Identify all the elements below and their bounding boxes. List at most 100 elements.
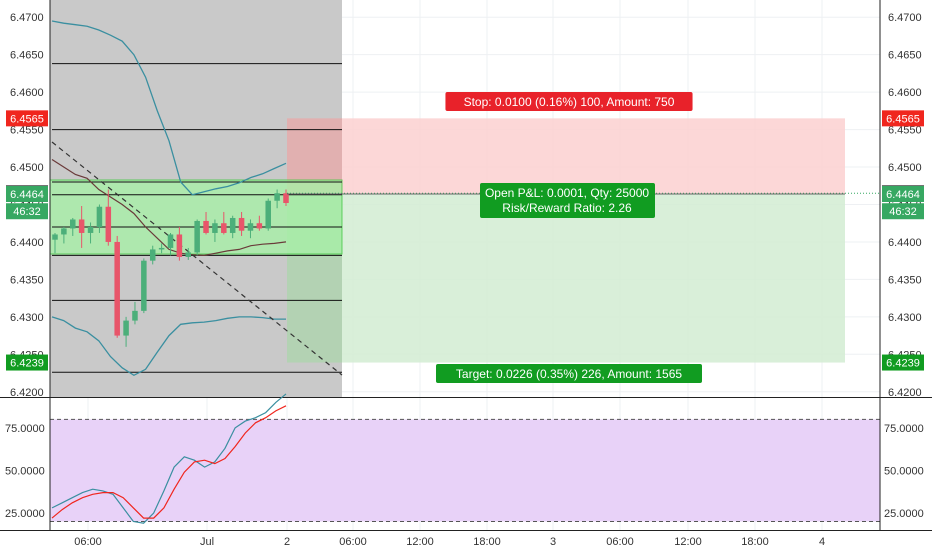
price-tick-left: 6.4700 — [10, 12, 44, 24]
trendline — [51, 141, 343, 376]
price-badge-bg — [6, 354, 48, 371]
price-tick-right: 6.4550 — [888, 125, 922, 137]
candle-body — [274, 193, 280, 201]
price-tick-right: 6.4350 — [888, 274, 922, 286]
candle-body — [212, 223, 218, 233]
price-badge-text: 6.4464 — [10, 189, 44, 201]
time-label: 12:00 — [674, 536, 702, 548]
price-badge-countdown-left: 46:32 — [6, 203, 48, 220]
candle-body — [229, 217, 236, 233]
price-badge-bg — [882, 354, 924, 371]
candle-body — [283, 193, 289, 203]
bollinger-upper — [51, 20, 287, 196]
price-tick-left: 6.4350 — [10, 274, 44, 286]
candle-body — [256, 223, 263, 229]
target-label-text: Target: 0.0226 (0.35%) 226, Amount: 1565 — [456, 367, 682, 381]
candle-body — [105, 206, 112, 242]
time-label: Jul — [200, 536, 214, 548]
stop-label-bg — [445, 92, 693, 111]
price-badge-text: 6.4239 — [10, 358, 44, 370]
price-tick-left: 6.4400 — [10, 237, 44, 249]
stop-zone — [287, 118, 845, 195]
price-tick-right: 6.4400 — [888, 237, 922, 249]
time-label: 06:00 — [74, 536, 102, 548]
price-badge-text: 6.4565 — [10, 113, 44, 125]
target-label-bg — [436, 364, 702, 383]
oscillator-band-fill — [50, 419, 880, 522]
time-label: 3 — [550, 536, 556, 548]
price-tick-right: 6.4300 — [888, 312, 922, 324]
price-tick-left: 6.4550 — [10, 125, 44, 137]
price-tick-left: 6.4600 — [10, 87, 44, 99]
price-tick-left: 6.4650 — [10, 50, 44, 62]
stop-label-text: Stop: 0.0100 (0.16%) 100, Amount: 750 — [464, 95, 675, 109]
candle-body — [158, 247, 165, 250]
price-badge-target-left: 6.4239 — [6, 354, 48, 371]
price-badge-countdown-right: 46:32 — [882, 203, 924, 220]
target-zone — [287, 194, 845, 363]
price-tick-right: 6.4700 — [888, 12, 922, 24]
price-badge-bg — [6, 186, 48, 203]
candle-body — [87, 226, 94, 233]
price-badge-stop-left: 6.4565 — [6, 110, 48, 127]
candle-body — [149, 249, 156, 261]
candle-body — [141, 260, 147, 311]
time-label: 2 — [284, 536, 290, 548]
candle-body — [132, 310, 138, 321]
rr-label-text: Risk/Reward Ratio: 2.26 — [502, 201, 632, 215]
bollinger-basis — [51, 158, 287, 257]
time-labels: 06:00 Jul 2 06:00 12:00 18:00 3 06:00 12:00 18:00… — [74, 536, 825, 548]
price-tick-right: 6.4650 — [888, 50, 922, 62]
price-badge-bg — [882, 186, 924, 203]
osc-tick-right: 75.0000 — [884, 423, 924, 435]
stop-label: Stop: 0.0100 (0.16%) 100, Amount: 750 — [445, 92, 693, 111]
candle-body — [52, 234, 58, 240]
price-badge-bg — [6, 110, 48, 127]
candles — [52, 189, 289, 347]
price-tick-left: 6.4500 — [10, 162, 44, 174]
position-tool — [287, 118, 845, 363]
candle-body — [185, 252, 192, 257]
pnl-label: Open P&L: 0.0001, Qty: 25000Risk/Reward … — [480, 183, 655, 218]
time-label: 18:00 — [473, 536, 501, 548]
candle-body — [70, 219, 76, 229]
time-label: 12:00 — [406, 536, 434, 548]
price-tick-right: 6.4500 — [888, 162, 922, 174]
candle-body — [265, 200, 271, 229]
price-tick-left: 6.4300 — [10, 312, 44, 324]
pnl-label-text: Open P&L: 0.0001, Qty: 25000 — [485, 186, 649, 200]
bollinger-lower — [51, 316, 286, 377]
candle-body — [203, 220, 209, 233]
time-label: 4 — [819, 536, 825, 548]
osc-tick-right: 50.0000 — [884, 465, 924, 477]
price-badge-text: 6.4565 — [886, 113, 920, 125]
price-badge-stop-right: 6.4565 — [882, 110, 924, 127]
price-badge-text: 6.4239 — [886, 358, 920, 370]
price-tick-left: 6.4200 — [10, 387, 44, 399]
osc-tick-left: 75.0000 — [5, 423, 45, 435]
oscillator-k-line — [51, 393, 287, 524]
candle-body — [78, 219, 85, 233]
candle-body — [61, 228, 67, 235]
price-badge-bg — [882, 110, 924, 127]
osc-tick-right: 25.0000 — [884, 508, 924, 520]
target-label: Target: 0.0226 (0.35%) 226, Amount: 1565 — [436, 364, 702, 383]
price-badge-text: 46:32 — [889, 206, 917, 218]
price-badge-entry-right: 6.4464 — [882, 186, 924, 203]
candle-body — [123, 320, 129, 336]
price-ticks: 6.4700 6.4700 6.4650 6.4650 6.4600 6.4600 6.45… — [10, 12, 922, 399]
candle-body — [238, 217, 245, 231]
osc-tick-left: 50.0000 — [5, 465, 45, 477]
price-badge-target-right: 6.4239 — [882, 354, 924, 371]
candle-body — [247, 223, 254, 231]
candle-body — [221, 223, 227, 233]
time-label: 06:00 — [339, 536, 367, 548]
oscillator-ticks: 75.0000 75.0000 50.0000 50.0000 25.0000 25.00… — [5, 423, 924, 520]
price-badge-entry-left: 6.4464 — [6, 186, 48, 203]
price-badge-bg — [6, 203, 48, 220]
candle-body — [114, 241, 120, 336]
price-badge-bg — [882, 203, 924, 220]
price-badge-text: 46:32 — [13, 206, 41, 218]
